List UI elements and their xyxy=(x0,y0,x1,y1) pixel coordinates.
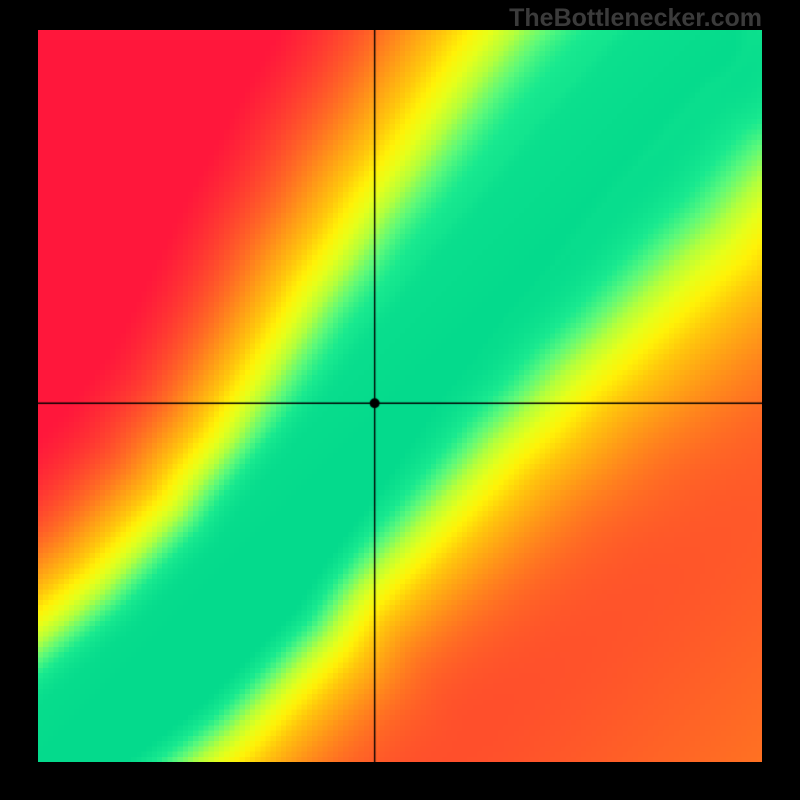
watermark-text: TheBottlenecker.com xyxy=(509,4,762,33)
bottleneck-heatmap xyxy=(38,30,762,762)
chart-container: TheBottlenecker.com xyxy=(0,0,800,800)
